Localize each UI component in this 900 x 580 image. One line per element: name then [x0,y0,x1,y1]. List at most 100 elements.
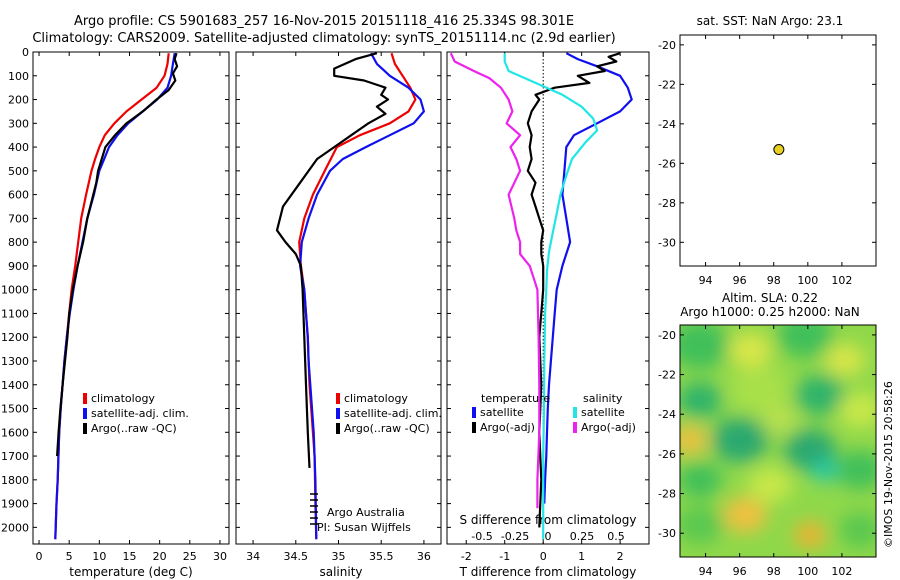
map-frame [679,34,877,267]
sla-title-1: Altim. SLA: 0.22 [722,291,818,305]
y-tick-label: -30 [658,527,676,540]
series-line-1 [299,52,425,540]
x-tick-label: 25 [183,550,197,563]
legend-entry: satellite-adj. clim. [91,407,189,420]
y-tick-label: 2000 [1,521,29,534]
legend-entry: climatology [91,392,155,405]
y-tick-label: 900 [8,260,29,273]
y-tick-label: 1200 [1,331,29,344]
legend-entry: Argo(..raw -QC) [344,422,430,435]
y-tick-label: -28 [658,197,676,210]
y-tick-label: 800 [8,236,29,249]
y-tick-label: 1600 [1,426,29,439]
sla-title-2: Argo h1000: 0.25 h2000: NaN [680,305,860,319]
temperature-panel: temperature (deg C) 0 100 200 300 400 500 600 7… [1,46,230,579]
header-line2: Climatology: CARS2009. Satellite-adjuste… [32,31,615,46]
y-tick-label: 1900 [1,498,29,511]
x-tick-label: 102 [831,274,852,287]
credit-line1: Argo Australia [327,506,405,519]
legend-entry: satellite-adj. clim. [344,407,442,420]
legend-entry: Argo(-adj) [480,421,535,434]
s-tick-label: 0.25 [570,530,595,543]
legend-swatch [336,393,340,404]
y-tick-label: 1000 [1,284,29,297]
legend-swatch [336,408,340,419]
header-line1: Argo profile: CS 5901683_257 16-Nov-2015… [74,14,574,29]
legend-swatch [83,393,87,404]
x-tick-label: 0 [540,550,547,563]
y-tick-label: 1700 [1,450,29,463]
x-tick-label: 34.5 [284,550,309,563]
y-tick-label: -28 [658,488,676,501]
series-line-2 [503,53,599,540]
x-tick-label: -2 [461,550,472,563]
series-line-0 [543,52,633,504]
x-tick-label: 35 [332,550,346,563]
series-line-2 [56,52,179,457]
plot-frame [32,51,230,545]
x-tick-label: 2 [617,550,624,563]
series-line-0 [298,52,417,540]
x-tick-label: 10 [92,550,106,563]
y-tick-label: 700 [8,212,29,225]
x-tick-label: 102 [831,565,852,578]
y-tick-label: -20 [658,329,676,342]
x-tick-label: 1 [578,550,585,563]
y-tick-label: -22 [658,369,676,382]
y-tick-label: 1800 [1,474,29,487]
map-frame [679,324,877,558]
x-tick-label: 36 [417,550,431,563]
y-tick-label: -26 [658,157,676,170]
x-tick-label: 96 [733,274,747,287]
legend-title-salinity: salinity [583,392,623,405]
difference-panel: S difference from climatology T differen… [446,51,650,579]
y-tick-label: 200 [8,94,29,107]
legend-swatch [573,407,577,418]
s-tick-label: -0.25 [501,530,529,543]
s-tick-label: -0.5 [471,530,492,543]
y-tick-label: 500 [8,165,29,178]
s-tick-label: 0 [545,530,552,543]
temperature-xlabel: temperature (deg C) [69,565,192,579]
s-tick-label: 0.5 [607,530,625,543]
legend-entry: satellite [480,406,524,419]
diff-xlabel: T difference from climatology [459,565,637,579]
y-tick-label: -22 [658,78,676,91]
y-tick-label: 1100 [1,307,29,320]
y-tick-label: 600 [8,189,29,202]
y-tick-label: -24 [658,118,676,131]
x-tick-label: 98 [767,274,781,287]
y-tick-label: 1300 [1,355,29,368]
x-tick-label: 94 [699,274,713,287]
y-tick-label: 1400 [1,379,29,392]
x-tick-label: 0 [36,550,43,563]
y-tick-label: 400 [8,141,29,154]
x-tick-label: 98 [767,565,781,578]
legend-entry: climatology [344,392,408,405]
sst-map-panel: sat. SST: NaN Argo: 23.1 94 96 98 100 102 -20… [658,14,877,287]
legend-entry: Argo(-adj) [581,421,636,434]
y-tick-label: 300 [8,117,29,130]
credit-line2: PI: Susan Wijffels [317,521,411,534]
argo-position-marker [773,144,785,156]
y-tick-label: 100 [8,70,29,83]
x-tick-label: 100 [797,274,818,287]
x-tick-label: 30 [213,550,227,563]
x-tick-label: 34 [246,550,260,563]
diff-top-xlabel: S difference from climatology [460,513,637,527]
y-tick-label: -20 [658,39,676,52]
legend-swatch [472,422,476,433]
legend-swatch [83,423,87,434]
sla-heatmap [680,325,876,557]
y-tick-label: 1500 [1,403,29,416]
sst-title: sat. SST: NaN Argo: 23.1 [697,14,844,28]
x-tick-label: 96 [733,565,747,578]
legend-swatch [472,407,476,418]
series-line-1 [54,53,176,540]
y-tick-label: -26 [658,448,676,461]
x-tick-label: -1 [499,550,510,563]
legend-swatch [573,422,577,433]
legend-swatch [83,408,87,419]
legend-entry: satellite [581,406,625,419]
